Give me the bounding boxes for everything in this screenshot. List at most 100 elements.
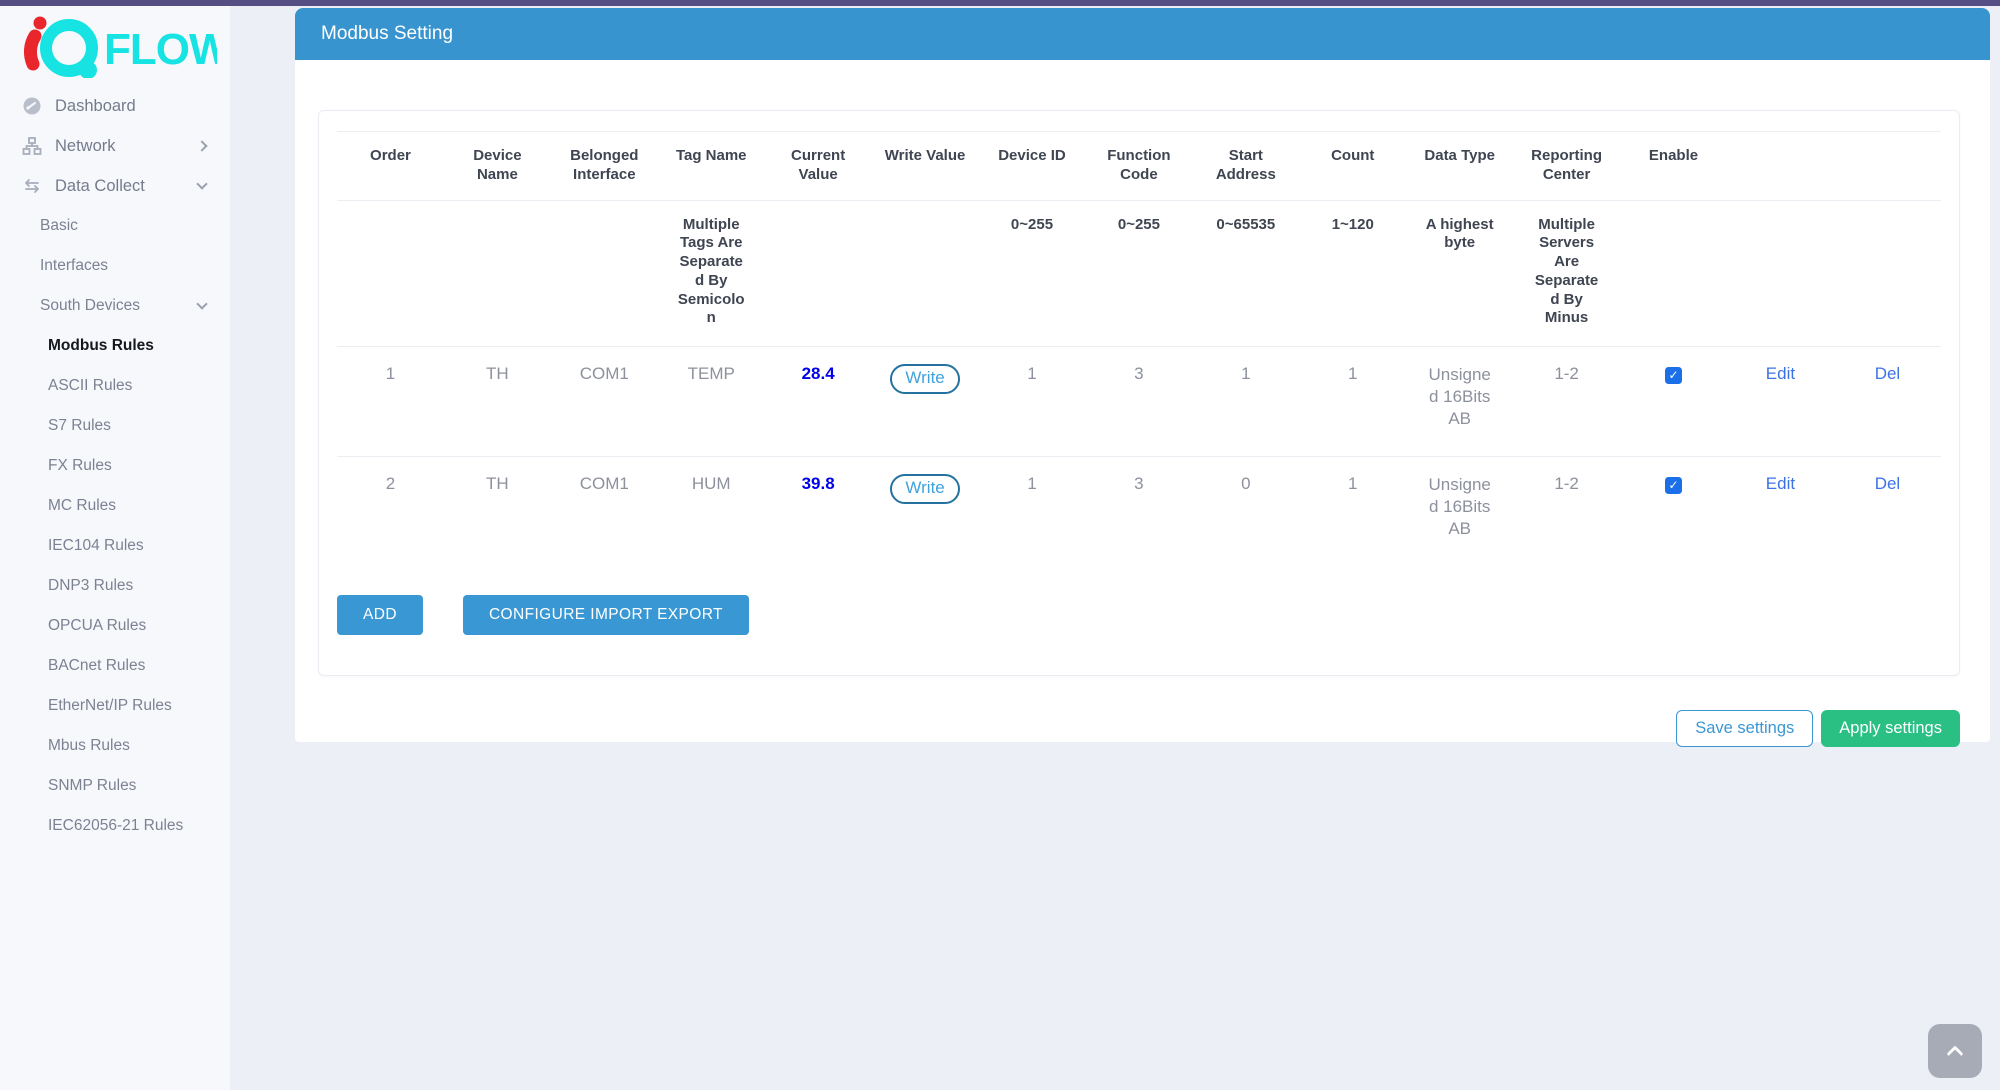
delete-link[interactable]: Del xyxy=(1874,474,1901,494)
write-button[interactable]: Write xyxy=(890,474,960,505)
enable-checkbox[interactable]: ✓ xyxy=(1665,366,1683,384)
sidebar-item-data-collect[interactable]: Data Collect xyxy=(0,166,230,206)
chevron-up-icon xyxy=(1946,1045,1964,1063)
sidebar-item-mbus-rules[interactable]: Mbus Rules xyxy=(0,726,230,766)
footer-actions: Save settings Apply settings xyxy=(318,709,1960,747)
sidebar-item-label: IEC104 Rules xyxy=(48,537,144,554)
sidebar-item-interfaces[interactable]: Interfaces xyxy=(0,246,230,286)
column-header: Device Name xyxy=(443,131,551,201)
cell-device-name: TH xyxy=(486,474,509,494)
table-row: 1 TH COM1 TEMP 28.4 Write 1 3 1 1 Unsigned 16Bits … xyxy=(337,346,1941,458)
cell-del: Del xyxy=(1833,346,1941,458)
save-settings-button[interactable]: Save settings xyxy=(1676,709,1814,747)
column-hint-label: 0~255 xyxy=(1010,215,1054,233)
column-hint-label: 0~255 xyxy=(1117,215,1160,233)
edit-link[interactable]: Edit xyxy=(1765,474,1796,494)
sidebar-item-label: Network xyxy=(55,136,116,155)
column-hint: A highest byte xyxy=(1406,200,1514,347)
sidebar-item-label: South Devices xyxy=(40,297,140,314)
add-button[interactable]: ADD xyxy=(337,594,423,635)
chevron-right-icon xyxy=(196,140,208,152)
column-hint xyxy=(443,200,551,347)
sidebar-item-label: SNMP Rules xyxy=(48,777,137,794)
table-hint-row: Multiple Tags Are Separated By Semicolon… xyxy=(337,200,1941,347)
table-header-row: Order Device Name Belonged Interface Tag Na… xyxy=(337,131,1941,201)
write-button[interactable]: Write xyxy=(890,364,960,394)
sidebar-item-ascii-rules[interactable]: ASCII Rules xyxy=(0,366,230,406)
column-hint xyxy=(764,200,872,347)
column-hint: 1~120 xyxy=(1299,200,1407,347)
column-header: Enable xyxy=(1620,131,1727,201)
cell-data-type: Unsigned 16Bits AB xyxy=(1406,457,1513,567)
apply-settings-button[interactable]: Apply settings xyxy=(1821,709,1960,747)
sidebar-item-iec104-rules[interactable]: IEC104 Rules xyxy=(0,526,230,566)
cell-data-type: Unsigned 16Bits AB xyxy=(1406,346,1514,458)
sidebar-item-label: Basic xyxy=(40,217,78,234)
cell-start-address: 1 xyxy=(1192,346,1300,458)
table-row: 2 TH COM1 HUM 39.8 Write 1 3 0 1 Unsigned 16Bits A… xyxy=(337,457,1941,567)
sidebar-item-label: IEC62056-21 Rules xyxy=(48,817,184,834)
sidebar-menu: Dashboard Network Data Collect Basic Interfa… xyxy=(0,84,230,846)
column-hint xyxy=(1620,200,1727,347)
column-hint xyxy=(337,200,444,347)
sidebar-item-label: OPCUA Rules xyxy=(48,617,147,634)
sidebar-item-basic[interactable]: Basic xyxy=(0,206,230,246)
column-header: Belonged Interface xyxy=(550,131,658,201)
sidebar-item-iec62056-21-rules[interactable]: IEC62056-21 Rules xyxy=(0,806,230,846)
sidebar: FLOW Dashboard Network Data Collect Basic In… xyxy=(0,6,230,1090)
sidebar-item-opcua-rules[interactable]: OPCUA Rules xyxy=(0,606,230,646)
cell-current-value: 28.4 xyxy=(764,346,872,458)
column-header-label: Data Type xyxy=(1424,147,1495,164)
edit-link[interactable]: Edit xyxy=(1765,364,1796,383)
column-header: Write Value xyxy=(871,131,979,201)
configure-import-export-button[interactable]: CONFIGURE IMPORT EXPORT xyxy=(462,594,749,635)
cell-function-code: 3 xyxy=(1134,474,1144,494)
column-hint: 0~255 xyxy=(1085,200,1193,347)
sidebar-item-dashboard[interactable]: Dashboard xyxy=(0,86,230,126)
column-header xyxy=(1833,131,1941,201)
column-hint-label: 0~65535 xyxy=(1216,215,1276,233)
column-header-label: Tag Name xyxy=(675,147,747,164)
table-body: 1 TH COM1 TEMP 28.4 Write 1 3 1 1 Unsigned 16Bits … xyxy=(337,346,1941,567)
sidebar-item-dnp3-rules[interactable]: DNP3 Rules xyxy=(0,566,230,606)
sidebar-item-label: Dashboard xyxy=(55,96,136,115)
sidebar-item-mc-rules[interactable]: MC Rules xyxy=(0,486,230,526)
cell-function-code: 3 xyxy=(1085,346,1193,458)
sidebar-item-label: Data Collect xyxy=(55,176,145,195)
sidebar-item-south-devices[interactable]: South Devices xyxy=(0,286,230,326)
cell-enable: ✓ xyxy=(1620,457,1727,567)
cell-device-id: 1 xyxy=(1027,474,1037,494)
column-hint xyxy=(871,200,979,347)
column-hint: Multiple Servers Are Separated By Minus xyxy=(1513,200,1621,347)
cell-start-address: 0 xyxy=(1241,474,1251,494)
cell-device-id: 1 xyxy=(978,346,1086,458)
column-hint xyxy=(1833,200,1941,347)
column-hint xyxy=(550,200,658,347)
brand-text: FLOW xyxy=(104,25,217,74)
column-header: Order xyxy=(337,131,444,201)
sidebar-item-snmp-rules[interactable]: SNMP Rules xyxy=(0,766,230,806)
cell-tag-name: TEMP xyxy=(657,346,765,458)
page-title: Modbus Setting xyxy=(321,23,454,44)
sidebar-item-s7-rules[interactable]: S7 Rules xyxy=(0,406,230,446)
column-header: Device ID xyxy=(978,131,1086,201)
sidebar-item-network[interactable]: Network xyxy=(0,126,230,166)
rules-card: Order Device Name Belonged Interface Tag Na… xyxy=(318,110,1960,676)
enable-checkbox[interactable]: ✓ xyxy=(1665,476,1683,494)
sidebar-item-modbus-rules[interactable]: Modbus Rules xyxy=(0,326,230,366)
scroll-to-top-button[interactable] xyxy=(1928,1024,1982,1078)
delete-link[interactable]: Del xyxy=(1874,364,1901,383)
panel-body: Order Device Name Belonged Interface Tag Na… xyxy=(295,60,1990,747)
sidebar-item-label: Mbus Rules xyxy=(48,737,130,754)
column-header-label: Reporting Center xyxy=(1531,147,1602,183)
cell-write-value: Write xyxy=(872,457,979,567)
column-header-label: Enable xyxy=(1648,147,1699,164)
current-value: 39.8 xyxy=(801,474,835,494)
sidebar-item-ethernet-ip-rules[interactable]: EtherNet/IP Rules xyxy=(0,686,230,726)
cell-belonged-interface: COM1 xyxy=(550,346,658,458)
sidebar-item-bacnet-rules[interactable]: BACnet Rules xyxy=(0,646,230,686)
sidebar-item-fx-rules[interactable]: FX Rules xyxy=(0,446,230,486)
logo[interactable]: FLOW xyxy=(0,6,230,84)
column-hint-label: Multiple Servers Are Separated By Minus xyxy=(1534,215,1599,327)
cell-current-value: 39.8 xyxy=(765,457,872,567)
